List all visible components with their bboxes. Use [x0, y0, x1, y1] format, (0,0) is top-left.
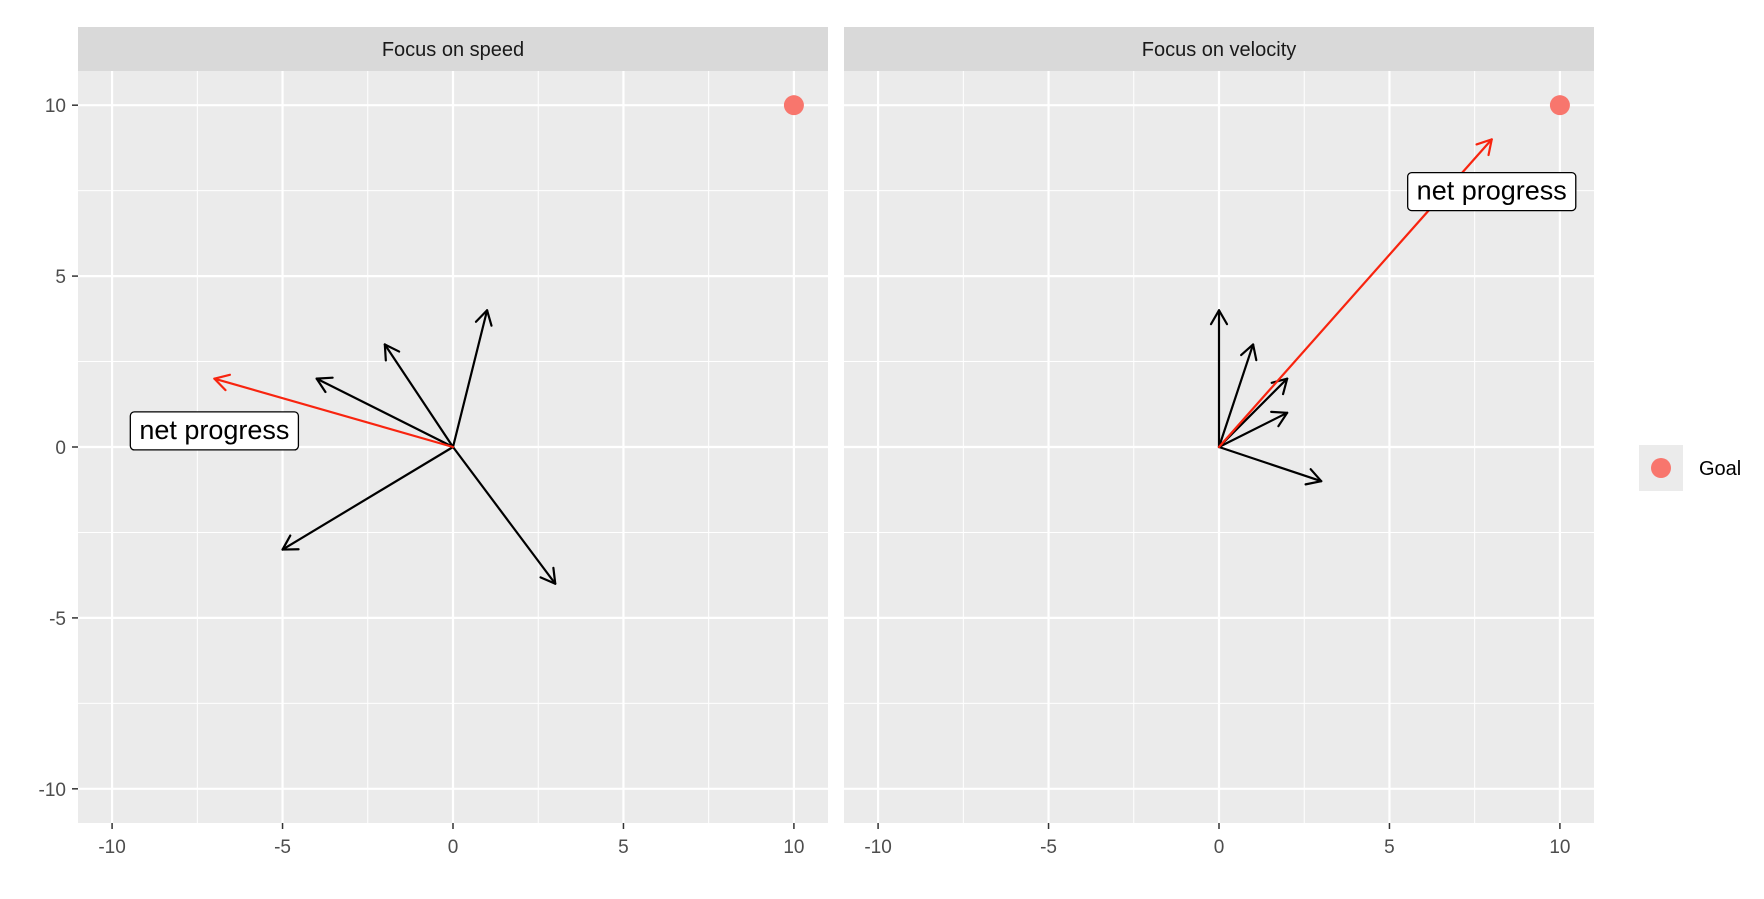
legend: Goal	[1639, 445, 1741, 491]
net-progress-arrow	[213, 373, 455, 449]
x-tick-label: 5	[618, 837, 629, 858]
step-arrow-head	[281, 534, 300, 551]
step-arrow-shaft	[1217, 343, 1255, 449]
step-arrow	[1217, 343, 1258, 449]
x-tick-label: 5	[1384, 837, 1395, 858]
step-arrow-shaft	[1217, 411, 1289, 449]
step-arrow-shaft	[451, 445, 557, 585]
net-progress-label: net progress	[129, 411, 300, 451]
y-tick-label: -5	[49, 609, 66, 630]
step-arrow-shaft	[1217, 445, 1323, 483]
facet-strip	[78, 27, 828, 71]
step-arrow	[1217, 410, 1289, 449]
x-tick-label: 0	[1214, 837, 1225, 858]
x-tick-label: 0	[448, 837, 459, 858]
net-progress-label-box	[1407, 171, 1577, 212]
step-arrow-shaft	[315, 377, 455, 449]
step-arrow-shaft	[383, 343, 455, 449]
x-tick-label: -10	[98, 837, 125, 858]
net-progress-arrow-head	[213, 373, 231, 392]
y-tick-label: 5	[55, 267, 66, 288]
step-arrow-shaft	[281, 445, 455, 551]
net-progress-label: net progress	[1407, 171, 1577, 212]
y-tick-label: 10	[45, 96, 66, 117]
facet-panel-2: Focus on velocity net progress -10 -5 0 5 10	[844, 27, 1594, 858]
x-tick-label: -5	[274, 837, 291, 858]
step-arrow-head	[539, 566, 557, 585]
net-progress-arrow-shaft	[213, 377, 455, 449]
step-arrow	[1217, 445, 1323, 486]
step-arrow-head	[1240, 343, 1258, 362]
step-arrow-head	[383, 343, 401, 362]
legend-label: Goal	[1699, 458, 1741, 480]
y-tick-label: 0	[55, 438, 66, 459]
legend-key-goal	[1651, 458, 1671, 478]
facet-panel-1: Focus on speed net progress -10 -5 0 5 10 -10 -5…	[39, 27, 828, 858]
net-progress-label-text: net progress	[139, 415, 289, 445]
step-arrow-head	[1270, 410, 1289, 428]
step-arrow-head	[474, 309, 493, 327]
y-tick-label: -10	[39, 780, 66, 801]
x-tick-label: 10	[783, 837, 804, 858]
step-arrow-head	[1304, 468, 1323, 486]
step-arrow	[451, 309, 493, 449]
x-tick-label: -10	[864, 837, 891, 858]
step-arrow	[315, 376, 455, 449]
facet-title: Focus on velocity	[1142, 39, 1297, 61]
step-arrow	[281, 445, 455, 551]
net-progress-label-box	[129, 411, 300, 451]
net-progress-arrow-head	[1475, 138, 1493, 157]
facet-strip	[844, 27, 1594, 71]
x-tick-label: 10	[1549, 837, 1570, 858]
goal-point	[783, 95, 804, 116]
step-arrow-head	[315, 376, 334, 394]
step-arrow	[451, 445, 557, 585]
x-tick-label: -5	[1040, 837, 1057, 858]
facet-title: Focus on speed	[382, 39, 524, 61]
step-arrow-shaft	[451, 309, 489, 449]
step-arrow	[383, 343, 455, 449]
goal-point	[1549, 95, 1570, 116]
step-arrow-head	[1209, 309, 1229, 326]
net-progress-label-text: net progress	[1417, 176, 1567, 206]
step-arrow	[1209, 309, 1229, 449]
